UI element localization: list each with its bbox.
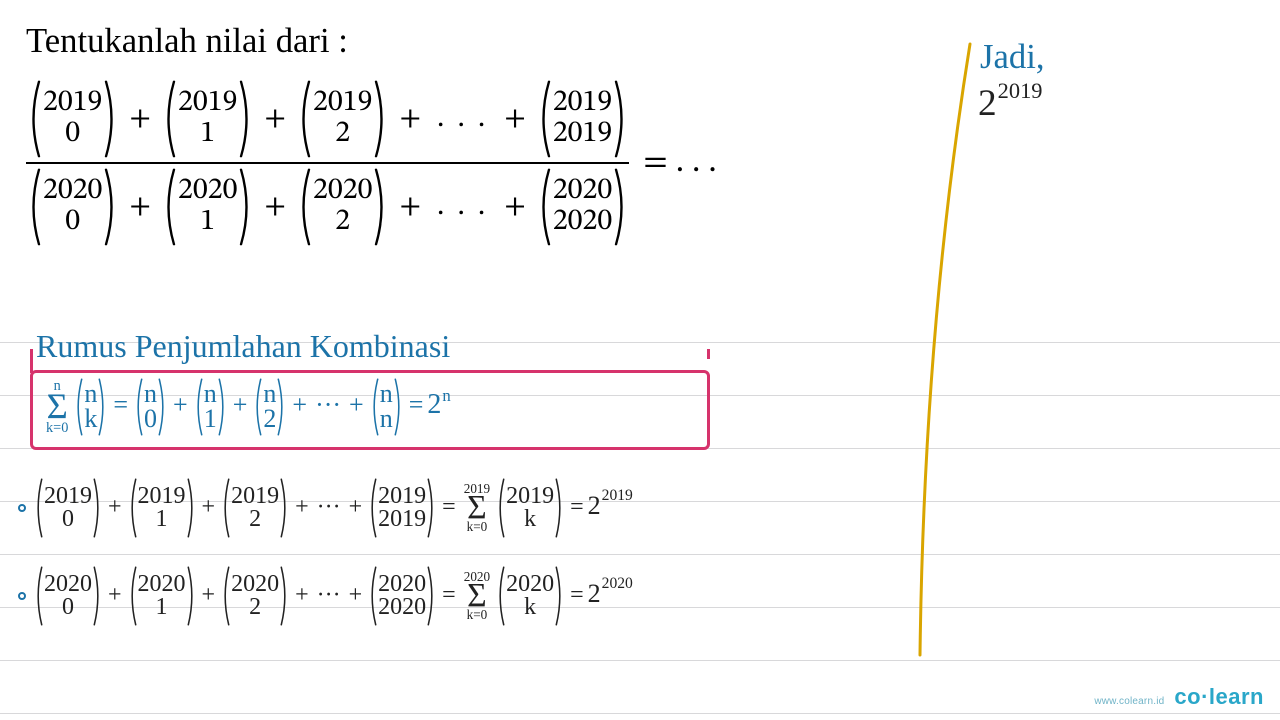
bullet-icon (18, 504, 26, 512)
binomial: 20190 (34, 478, 102, 538)
binomial: 20201 (128, 566, 196, 626)
expansion-row-2019: 20190+20191+20192+···+20192019=2019Σk=02… (18, 478, 633, 538)
fraction-denominator: 20200+20201+20202+. . .+20202020 (26, 168, 629, 246)
binomial: 20201 (162, 168, 253, 246)
formula-title: Rumus Penjumlahan Kombinasi (36, 328, 450, 365)
sigma: 2019Σk=0 (464, 483, 490, 532)
answer-base: 2 (978, 82, 997, 125)
answer-exp: 2019 (998, 78, 1043, 104)
bullet-icon (18, 592, 26, 600)
brand-right: learn (1209, 684, 1264, 709)
binomial: 20200 (27, 168, 118, 246)
brand-dot: · (1201, 684, 1209, 709)
question-prompt: Tentukanlah nilai dari : (26, 22, 348, 61)
binomial: 2020k (496, 566, 564, 626)
formula-row: nΣk=0nk=n0+n1+n2+···+nn=2n (42, 378, 451, 436)
binomial: 20200 (34, 566, 102, 626)
brand-url: www.colearn.id (1094, 696, 1164, 707)
equals-dots: = . . . (643, 142, 716, 185)
binomial: 20202 (297, 168, 388, 246)
fraction: 20190+20191+20192+. . .+20192019 20200+2… (26, 80, 629, 246)
fraction-numerator: 20190+20191+20192+. . .+20192019 (26, 80, 629, 158)
fraction-bar (26, 162, 629, 164)
binomial: 20192019 (368, 478, 436, 538)
answer-value: 2 2019 (978, 82, 1042, 125)
sigma: nΣk=0 (46, 380, 68, 433)
binomial: nn (370, 378, 403, 436)
binomial: n2 (253, 378, 286, 436)
binomial: 20192 (297, 80, 388, 158)
binomial: 20192019 (537, 80, 628, 158)
binomial: n1 (194, 378, 227, 436)
binomial: 20202 (221, 566, 289, 626)
binomial: 20192 (221, 478, 289, 538)
binomial: n0 (134, 378, 167, 436)
sigma: 2020Σk=0 (464, 571, 490, 620)
binomial: 20191 (162, 80, 253, 158)
binomial: 20202020 (537, 168, 628, 246)
binomial: 20190 (27, 80, 118, 158)
question-expression: 20190+20191+20192+. . .+20192019 20200+2… (26, 80, 717, 246)
brand: www.colearn.id co·learn (1094, 684, 1264, 710)
brand-left: co (1174, 684, 1201, 709)
binomial: 20202020 (368, 566, 436, 626)
binomial: nk (74, 378, 107, 436)
expansion-row-2020: 20200+20201+20202+···+20202020=2020Σk=02… (18, 566, 633, 626)
binomial: 20191 (128, 478, 196, 538)
brand-logo: co·learn (1174, 684, 1264, 710)
answer-label: Jadi, (980, 38, 1045, 77)
binomial: 2019k (496, 478, 564, 538)
